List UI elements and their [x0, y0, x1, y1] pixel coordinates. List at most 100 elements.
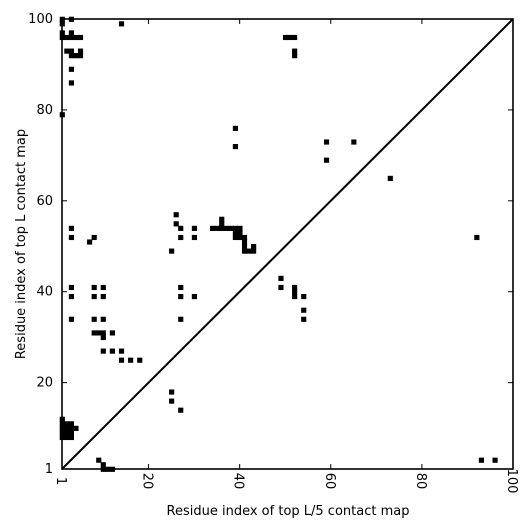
contact-cell-upper	[323, 139, 330, 145]
contact-cell-upper	[64, 34, 70, 41]
y-tick-label: 20	[36, 376, 53, 391]
contact-cell-upper	[173, 212, 179, 218]
x-tick-label: 60	[322, 473, 337, 490]
contact-cell-lower	[169, 389, 175, 395]
contact-cell-upper	[232, 225, 238, 231]
contact-cell-upper	[351, 139, 357, 145]
contact-cell-upper	[73, 34, 79, 41]
contact-cell-upper	[241, 248, 248, 254]
contact-cell-upper	[278, 284, 284, 291]
contact-cell-upper	[292, 289, 298, 295]
contact-cell-upper	[173, 221, 179, 227]
contact-cell-lower	[68, 421, 74, 427]
contact-cell-upper	[237, 225, 243, 231]
contact-cell-lower	[100, 462, 106, 468]
contact-cell-upper	[68, 48, 74, 54]
contact-cell-upper	[232, 144, 238, 150]
contact-cell-upper	[77, 53, 84, 59]
contact-cell-upper	[292, 48, 298, 54]
contact-cell-upper	[73, 53, 79, 59]
contact-cell-upper	[246, 248, 252, 254]
contact-cell-upper	[128, 357, 134, 363]
contact-cell-upper	[301, 307, 307, 313]
contact-cell-upper	[100, 330, 106, 336]
contact-cell-upper	[68, 30, 74, 36]
contact-cell-upper	[96, 330, 102, 336]
contact-cell-upper	[169, 248, 175, 254]
contact-cell-upper	[118, 348, 125, 354]
contact-cell-upper	[178, 234, 184, 241]
contact-cell-upper	[219, 216, 225, 222]
contact-cell-upper	[223, 225, 229, 231]
contact-cell-upper	[241, 234, 248, 241]
contact-cell-upper	[251, 244, 257, 250]
contact-cell-upper	[214, 225, 220, 231]
contact-cell-upper	[100, 284, 106, 291]
contact-cell-upper	[178, 316, 184, 322]
contact-cell-lower	[178, 407, 184, 413]
contact-cell-upper	[91, 234, 97, 241]
x-tick-label: 1	[53, 477, 68, 485]
contact-cell-upper	[282, 34, 289, 41]
contact-cell-upper	[292, 34, 298, 41]
contact-cell-upper	[178, 284, 184, 291]
contact-cell-upper	[91, 316, 97, 322]
contact-cell-upper	[251, 248, 257, 254]
contact-cell-upper	[210, 225, 216, 231]
contact-cell-upper	[237, 230, 243, 236]
contact-cell-upper	[109, 348, 115, 354]
contact-cell-upper	[278, 275, 284, 281]
contact-cell-upper	[64, 48, 70, 54]
contact-cell-upper	[109, 330, 115, 336]
contact-cell-upper	[241, 244, 248, 250]
contact-cell-upper	[91, 294, 97, 300]
contact-cell-lower	[68, 434, 74, 441]
contact-cell-lower	[478, 457, 484, 463]
contact-cell-upper	[77, 34, 84, 41]
contact-cell-upper	[191, 234, 197, 241]
contact-cell-upper	[68, 294, 74, 300]
y-tick-label: 100	[28, 12, 53, 27]
y-tick-label: 80	[36, 103, 53, 118]
x-tick-label: 80	[413, 473, 428, 490]
contact-cell-upper	[387, 175, 393, 181]
contact-cell-lower	[64, 434, 70, 441]
contact-cell-upper	[292, 294, 298, 300]
contact-marks	[59, 16, 498, 472]
contact-cell-upper	[292, 284, 298, 291]
contact-cell-upper	[232, 125, 238, 131]
contact-cell-upper	[68, 53, 74, 59]
contact-cell-upper	[91, 284, 97, 291]
y-tick-label: 40	[36, 285, 53, 300]
x-axis-label: Residue index of top L/5 contact map	[167, 504, 410, 519]
contact-cell-lower	[169, 398, 175, 404]
plot-frame	[61, 18, 514, 470]
contact-cell-upper	[100, 316, 106, 322]
diagonal-line	[61, 18, 514, 470]
contact-cell-upper	[91, 330, 97, 336]
contact-cell-upper	[68, 316, 74, 322]
contact-cell-lower	[96, 457, 102, 463]
contact-cell-upper	[237, 234, 243, 241]
contact-cell-upper	[232, 230, 238, 236]
contact-cell-lower	[68, 425, 74, 431]
contact-cell-upper	[178, 294, 184, 300]
contact-cell-upper	[118, 21, 125, 27]
x-tick-label: 20	[140, 473, 155, 490]
contact-cell-upper	[301, 316, 307, 322]
contact-cell-upper	[292, 53, 298, 59]
contact-cell-lower	[64, 425, 70, 431]
y-axis-label: Residue index of top L contact map	[14, 129, 29, 359]
contact-cell-lower	[73, 425, 79, 431]
contact-cell-upper	[191, 294, 197, 300]
contact-cell-upper	[68, 80, 74, 86]
contact-cell-upper	[68, 284, 74, 291]
contact-cell-lower	[492, 457, 498, 463]
y-tick-label: 1	[45, 462, 53, 477]
contact-cell-upper	[301, 294, 307, 300]
contact-cell-upper	[87, 239, 93, 245]
contact-cell-upper	[100, 294, 106, 300]
contact-cell-upper	[137, 357, 143, 363]
contact-cell-upper	[219, 225, 225, 231]
